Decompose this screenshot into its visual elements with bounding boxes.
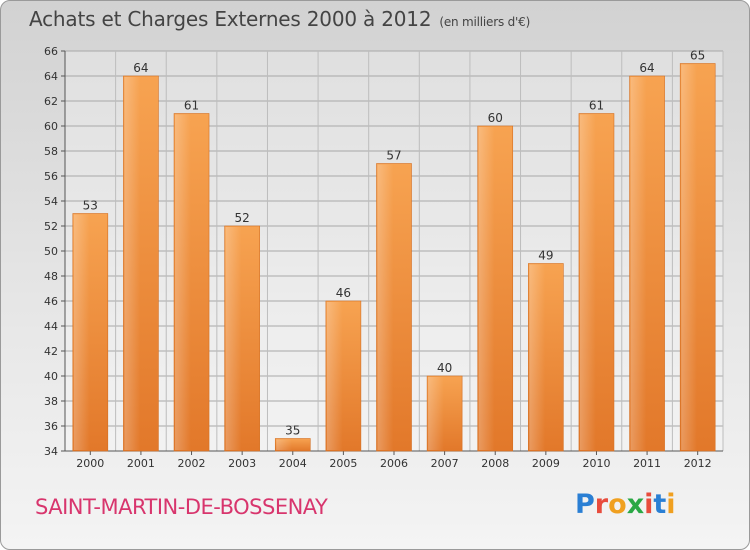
x-tick-label: 2007 bbox=[431, 457, 459, 470]
proxiti-logo[interactable]: Proxiti bbox=[575, 489, 676, 520]
bar-highlight bbox=[630, 77, 647, 450]
logo-letter: r bbox=[594, 489, 609, 520]
y-tick-label: 38 bbox=[44, 395, 58, 408]
data-label: 46 bbox=[336, 286, 351, 300]
y-tick-label: 50 bbox=[44, 245, 58, 258]
bar-highlight bbox=[428, 377, 444, 450]
data-label: 60 bbox=[488, 111, 503, 125]
x-tick-label: 2000 bbox=[76, 457, 104, 470]
y-tick-label: 46 bbox=[44, 295, 58, 308]
bar-highlight bbox=[276, 439, 293, 450]
y-tick-label: 54 bbox=[44, 195, 58, 208]
x-tick-label: 2006 bbox=[380, 457, 408, 470]
logo-letter: t bbox=[653, 489, 667, 520]
x-tick-label: 2002 bbox=[178, 457, 206, 470]
data-label: 64 bbox=[133, 61, 148, 75]
y-tick-label: 52 bbox=[44, 220, 58, 233]
data-label: 61 bbox=[184, 99, 199, 113]
axes: 34 36 38 40 42 44 46 48 50 52 54 56 58 60 62 64 66 2000 20… bbox=[44, 45, 723, 470]
bar-highlight bbox=[377, 164, 394, 450]
y-tick-label: 36 bbox=[44, 420, 58, 433]
chart-title-block: Achats et Charges Externes 2000 à 2012 (e… bbox=[29, 7, 530, 31]
data-label: 40 bbox=[437, 361, 452, 375]
data-label: 57 bbox=[386, 149, 401, 163]
y-tick-label: 60 bbox=[44, 120, 58, 133]
x-tick-label: 2004 bbox=[279, 457, 307, 470]
y-tick-label: 58 bbox=[44, 145, 58, 158]
y-tick-label: 66 bbox=[44, 45, 58, 58]
logo-letter: o bbox=[608, 489, 627, 520]
y-tick-label: 42 bbox=[44, 345, 58, 358]
data-label: 64 bbox=[639, 61, 654, 75]
logo-letter: x bbox=[626, 489, 645, 520]
x-tick-label: 2011 bbox=[633, 457, 661, 470]
bar-highlight bbox=[529, 264, 546, 450]
data-label: 52 bbox=[235, 211, 250, 225]
commune-name: SAINT-MARTIN-DE-BOSSENAY bbox=[35, 495, 328, 519]
y-tick-label: 34 bbox=[44, 445, 58, 458]
data-label: 49 bbox=[538, 249, 553, 263]
x-tick-label: 2008 bbox=[481, 457, 509, 470]
bars bbox=[72, 63, 716, 452]
y-tick-label: 64 bbox=[44, 70, 58, 83]
x-tick-label: 2010 bbox=[582, 457, 610, 470]
y-tick-label: 48 bbox=[44, 270, 58, 283]
data-label: 53 bbox=[83, 199, 98, 213]
bar-highlight bbox=[175, 114, 191, 450]
y-tick-label: 44 bbox=[44, 320, 58, 333]
chart-subtitle: (en milliers d'€) bbox=[439, 15, 531, 29]
bar-highlight bbox=[73, 214, 90, 450]
bar-highlight bbox=[478, 127, 495, 450]
y-tick-label: 62 bbox=[44, 95, 58, 108]
y-tick-label: 40 bbox=[44, 370, 58, 383]
logo-letter: i bbox=[644, 489, 654, 520]
x-tick-label: 2005 bbox=[329, 457, 357, 470]
bar-highlight bbox=[124, 77, 141, 450]
logo-letter: i bbox=[666, 489, 676, 520]
x-tick-label: 2003 bbox=[228, 457, 256, 470]
data-label: 35 bbox=[285, 424, 300, 438]
logo-letter: P bbox=[575, 489, 595, 520]
chart-title: Achats et Charges Externes 2000 à 2012 bbox=[29, 7, 432, 31]
data-label: 65 bbox=[690, 49, 705, 63]
y-tick-label: 56 bbox=[44, 170, 58, 183]
data-label: 61 bbox=[589, 99, 604, 113]
x-tick-label: 2001 bbox=[127, 457, 155, 470]
bar-highlight bbox=[681, 64, 697, 450]
x-tick-label: 2012 bbox=[684, 457, 712, 470]
bar-highlight bbox=[225, 227, 242, 450]
bar-highlight bbox=[579, 114, 596, 450]
x-tick-label: 2009 bbox=[532, 457, 560, 470]
bar-highlight bbox=[326, 302, 343, 450]
data-labels: 53 64 61 52 35 46 57 40 60 49 61 64 65 bbox=[83, 49, 706, 438]
